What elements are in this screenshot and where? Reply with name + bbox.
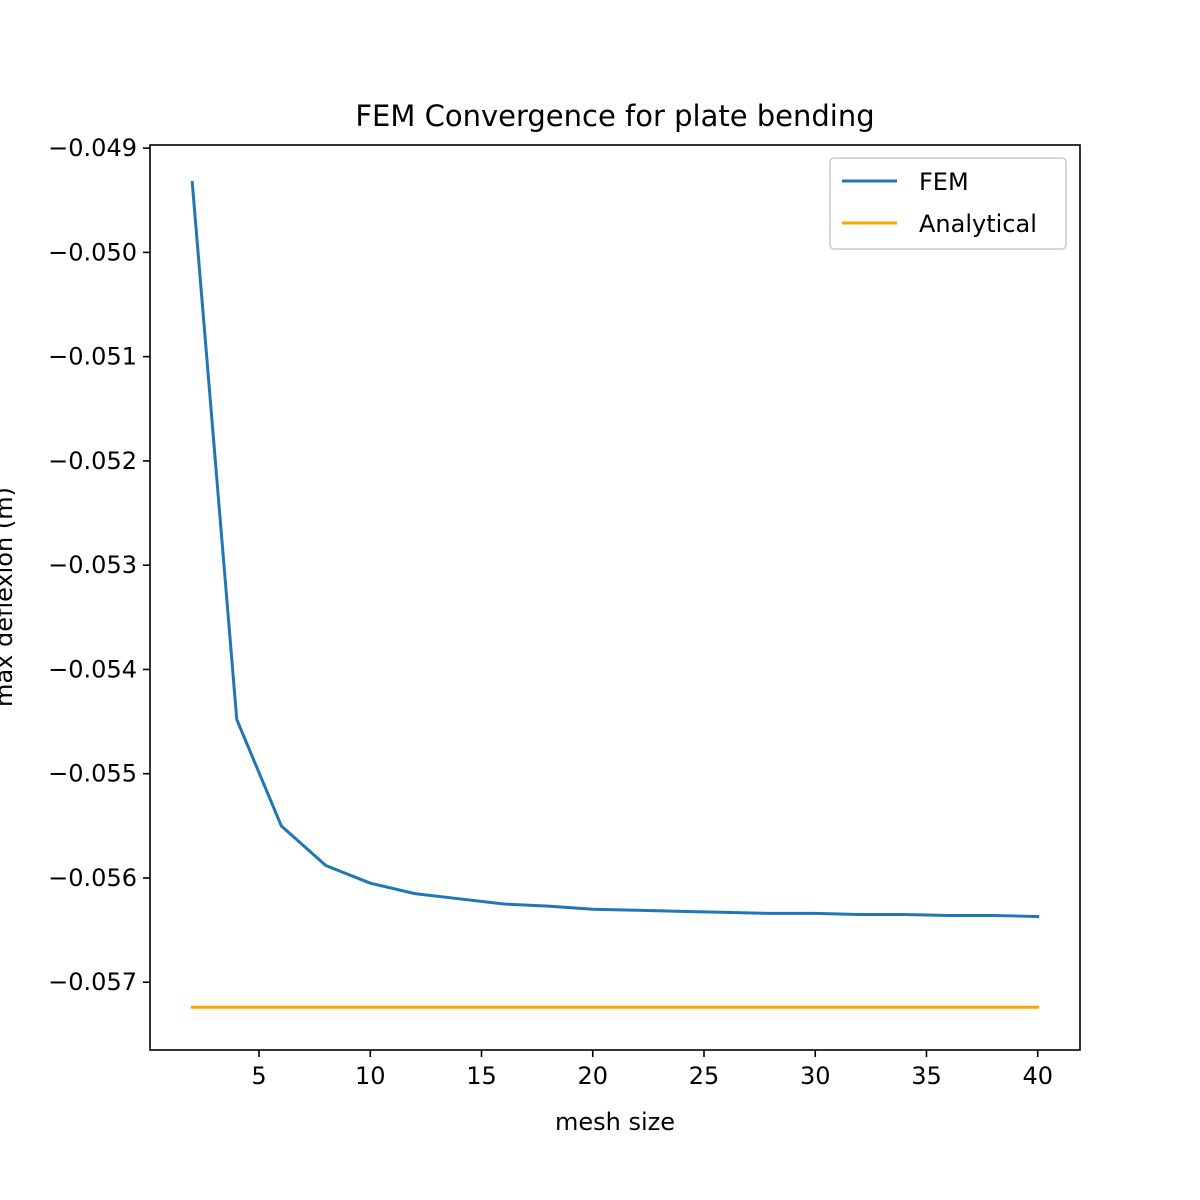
y-tick-label: −0.050 [48,238,137,266]
y-tick-label: −0.056 [48,864,137,892]
series-line-fem [190,180,1040,919]
legend: FEM Analytical [829,157,1067,250]
x-tick-label: 20 [577,1062,608,1090]
x-tick-label: 25 [689,1062,720,1090]
x-axis-ticks: 5 10 15 20 25 30 35 40 [251,1050,1053,1090]
y-tick-label: −0.055 [48,760,137,788]
x-tick-label: 10 [355,1062,386,1090]
plot-frame [149,144,1081,1051]
chart-title: FEM Convergence for plate bending [355,99,874,133]
y-tick-label: −0.052 [48,447,137,475]
x-tick-label: 5 [251,1062,266,1090]
x-tick-label: 30 [800,1062,831,1090]
y-tick-label: −0.057 [48,968,137,996]
x-tick-label: 15 [466,1062,497,1090]
y-axis-ticks: −0.049 −0.050 −0.051 −0.052 −0.053 −0.054 −0.0… [48,134,150,996]
x-axis-label: mesh size [555,1108,675,1136]
x-tick-label: 35 [911,1062,942,1090]
x-tick-label: 40 [1022,1062,1053,1090]
y-tick-label: −0.053 [48,551,137,579]
legend-items: FEM Analytical [842,168,1037,238]
legend-label-fem: FEM [919,168,969,196]
y-axis-label: max deflexion (m) [0,487,18,707]
y-tick-label: −0.051 [48,343,137,371]
series-layer [190,180,1040,1009]
y-tick-label: −0.049 [48,134,137,162]
y-tick-label: −0.054 [48,655,137,683]
legend-label-analytical: Analytical [919,210,1037,238]
